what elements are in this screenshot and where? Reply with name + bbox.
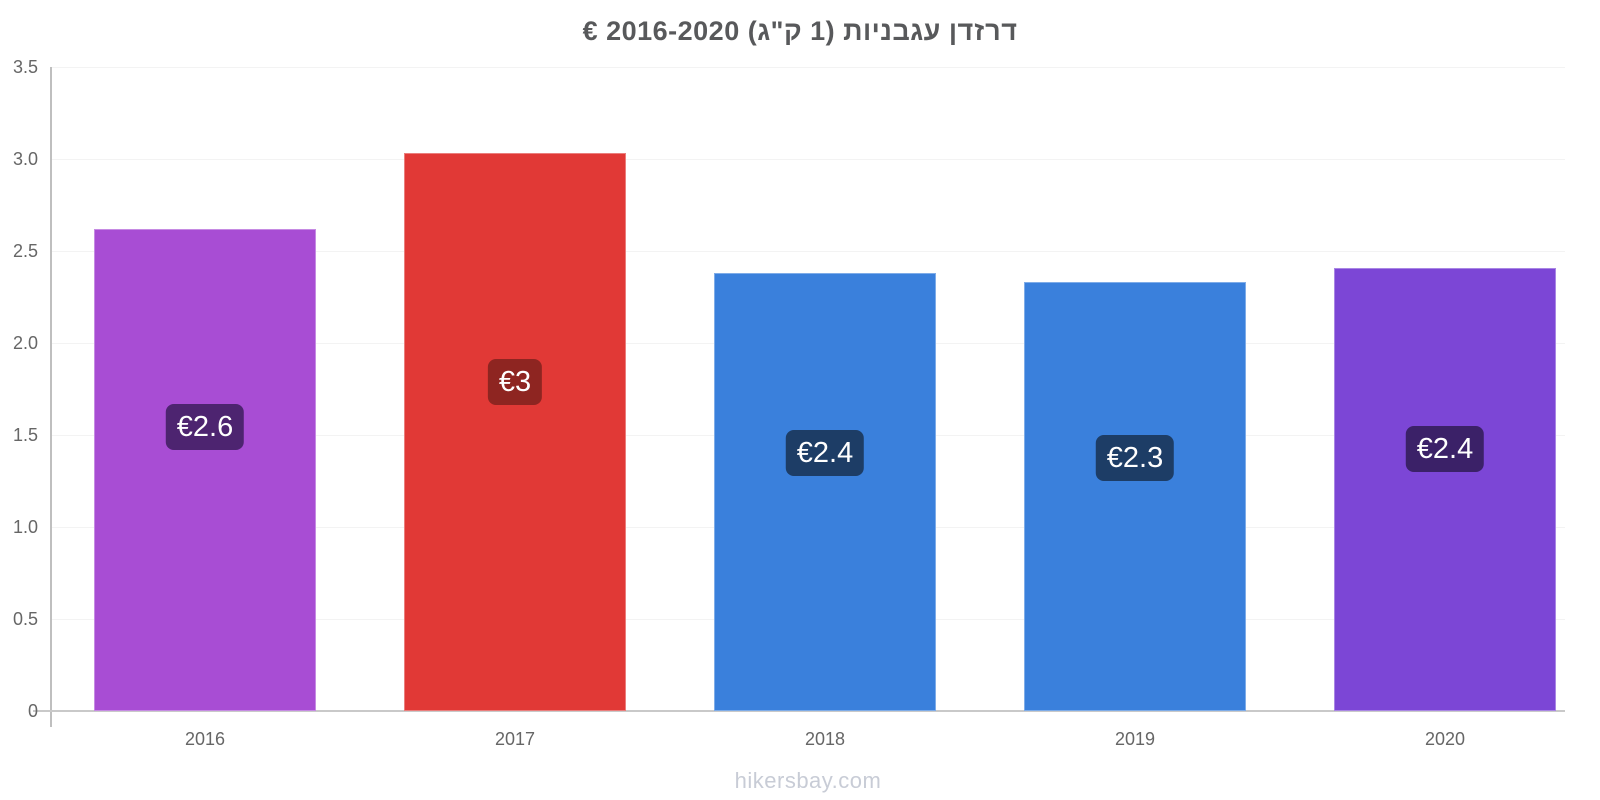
bar-2016[interactable] <box>94 229 316 711</box>
bar-2020[interactable] <box>1334 268 1556 711</box>
x-axis-label-2020: 2020 <box>1424 729 1466 749</box>
y-axis-tick-label: 0.5 <box>12 609 38 629</box>
bar-value-label-2019: €2.3 <box>1095 435 1175 481</box>
y-axis-tick-label: 1.5 <box>12 425 38 445</box>
bar-2018[interactable] <box>714 273 936 711</box>
bar-2017[interactable] <box>404 153 626 711</box>
y-axis-tick-label: 2.0 <box>12 333 38 353</box>
x-axis-label-2016: 2016 <box>184 729 226 749</box>
x-axis-label-2019: 2019 <box>1114 729 1156 749</box>
y-axis-line <box>50 67 52 727</box>
chart-title: דרזדן עגבניות (1 ק"ג) 2016-2020 € <box>582 16 1018 46</box>
bar-value-label-2016: €2.6 <box>165 404 245 450</box>
y-axis-tick-label: 1.0 <box>12 517 38 537</box>
watermark-hikersbay: hikersbay.com <box>734 768 882 793</box>
grid-line <box>51 67 1565 68</box>
y-axis-tick-label: 3.0 <box>12 149 38 169</box>
x-axis-label-2017: 2017 <box>494 729 536 749</box>
y-axis-tick-label: 3.5 <box>12 57 38 77</box>
bar-value-label-2020: €2.4 <box>1405 426 1485 472</box>
y-axis-tick-label: 2.5 <box>12 241 38 261</box>
x-axis-label-2018: 2018 <box>804 729 846 749</box>
grid-line <box>51 159 1565 160</box>
bar-value-label-2017: €3 <box>487 359 543 405</box>
x-axis-baseline <box>33 710 1565 712</box>
y-axis-tick-label: 0 <box>27 701 38 721</box>
grid-line <box>51 251 1565 252</box>
bar-2019[interactable] <box>1024 282 1246 711</box>
bar-value-label-2018: €2.4 <box>785 430 865 476</box>
